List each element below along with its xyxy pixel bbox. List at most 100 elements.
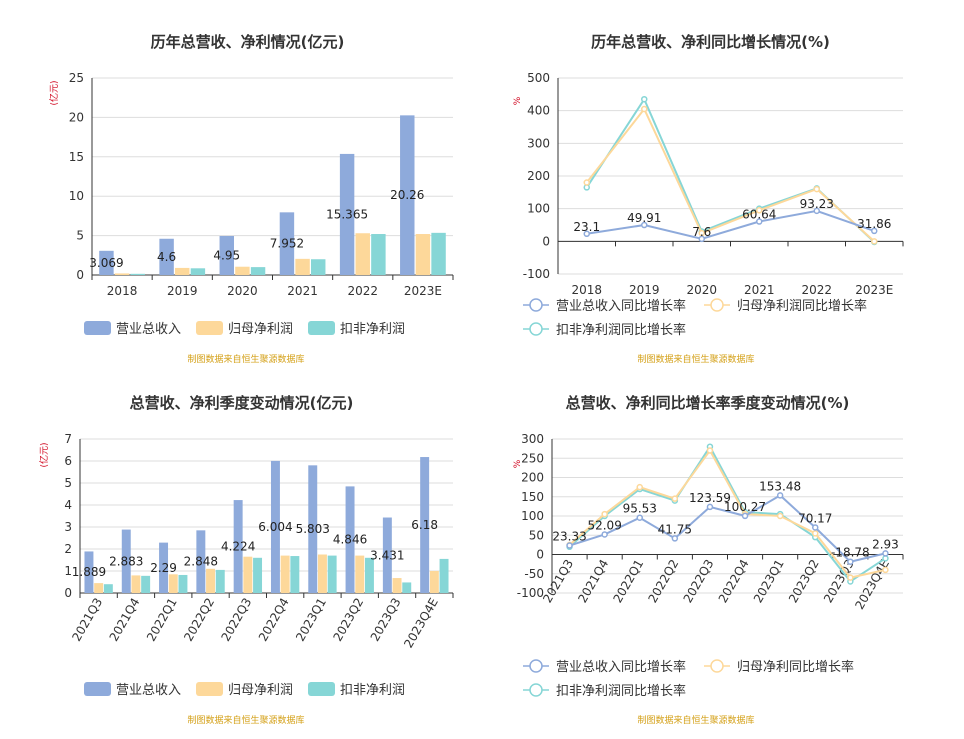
y-tick-label: -100 xyxy=(523,267,550,281)
line-data-label: 60.64 xyxy=(742,208,776,222)
line-revenue xyxy=(586,209,875,240)
x-tick-label: 2021Q4 xyxy=(107,596,143,644)
bar-deducted-profit xyxy=(371,234,386,275)
bar-data-label: 4.6 xyxy=(157,250,176,264)
x-tick-label: 2019 xyxy=(167,284,198,298)
bar-revenue xyxy=(219,235,234,275)
line-revenue xyxy=(569,494,886,563)
y-tick-label: 0 xyxy=(542,234,550,248)
legend-label: 扣非净利润同比增长率 xyxy=(556,683,686,699)
line-point xyxy=(636,483,643,491)
bar-data-label: 6.18 xyxy=(411,518,438,532)
x-tick-label: 2023Q2 xyxy=(330,596,366,644)
x-tick-label: 2023Q2 xyxy=(786,557,822,605)
y-tick-label: 0 xyxy=(64,586,72,600)
y-tick-label: 3 xyxy=(64,520,72,534)
y-tick-label: 150 xyxy=(521,490,544,504)
y-tick-label: 6 xyxy=(64,454,72,468)
y-tick-label: 10 xyxy=(69,189,84,203)
legend-swatch-marker xyxy=(529,298,543,312)
chart-quarterly-revenue-profit-svg: 总营收、净利季度变动情况(亿元) (亿元) 0 1 2 3 4 5 6 7 2021Q3 2021Q4… xyxy=(38,394,454,726)
legend-label: 扣非净利润 xyxy=(340,683,405,698)
bar-data-label: 6.004 xyxy=(258,520,292,534)
y-tick-label: 4 xyxy=(64,498,72,512)
x-tick-label: 2023E xyxy=(404,284,442,298)
bar-parent-profit xyxy=(355,555,365,593)
bar-revenue xyxy=(345,486,355,593)
legend-label: 营业总收入同比增长率 xyxy=(556,659,686,675)
bar-revenue xyxy=(400,115,415,275)
bar-parent-profit xyxy=(94,583,104,593)
bar-parent-profit xyxy=(317,554,327,593)
x-tick-label: 2022Q2 xyxy=(646,557,682,605)
bar-parent-profit xyxy=(243,556,253,593)
line-data-label: 95.53 xyxy=(623,502,657,516)
bar-data-label: 7.952 xyxy=(270,237,304,251)
bar-revenue xyxy=(159,542,169,593)
bar-parent-profit xyxy=(429,571,439,593)
chart-annual-growth: 历年总营收、净利同比增长情况(%)% -100 0 100 200 300 400 500 20… xyxy=(482,0,964,368)
y-tick-label: 5 xyxy=(76,229,84,243)
line-parent-profit xyxy=(585,107,875,243)
y-tick-label: 50 xyxy=(529,528,544,542)
line-point xyxy=(601,510,608,518)
chart-title: 总营收、净利季度变动情况(亿元) xyxy=(130,394,354,412)
data-source-note: 制图数据来自恒生聚源数据库 xyxy=(187,353,304,365)
x-tick-label: 2021Q4 xyxy=(575,557,611,605)
y-tick-label: 20 xyxy=(69,110,84,124)
legend-swatch xyxy=(308,682,335,696)
legend-swatch xyxy=(196,682,223,696)
y-tick-label: 200 xyxy=(521,471,544,485)
x-tick-label: 2023Q1 xyxy=(293,596,329,644)
x-tick-label: 2021Q3 xyxy=(69,596,105,644)
line-data-label: 100.27 xyxy=(724,500,766,514)
bar-data-label: 5.803 xyxy=(296,522,330,536)
line-data-label: 49.91 xyxy=(627,211,661,225)
line-point xyxy=(671,495,679,502)
x-tick-label: 2022 xyxy=(801,283,832,297)
bar-deducted-profit xyxy=(130,273,145,275)
bar-deducted-profit xyxy=(364,557,374,593)
line-point xyxy=(636,514,643,521)
line-point xyxy=(641,95,648,103)
y-tick-label: 300 xyxy=(527,136,550,150)
legend-swatch-marker xyxy=(529,322,543,336)
line-point xyxy=(776,512,784,520)
x-tick-label: 2021 xyxy=(287,284,318,298)
line-point xyxy=(871,238,878,245)
legend-label: 归母净利同比增长率 xyxy=(737,659,854,675)
bar-data-label: 3.069 xyxy=(89,256,123,270)
y-unit-label: % xyxy=(513,96,523,105)
y-tick-label: 1 xyxy=(64,564,72,578)
line-data-label: 41.75 xyxy=(658,522,692,536)
bar-data-label: 20.26 xyxy=(390,188,424,202)
x-tick-label: 2022Q4 xyxy=(256,596,292,644)
legend-swatch-marker xyxy=(529,683,543,697)
line-point xyxy=(741,512,749,520)
bar-data-label: 4.95 xyxy=(213,248,240,262)
bar-data-label: 3.431 xyxy=(370,548,404,562)
line-point xyxy=(812,524,819,531)
chart-annual-revenue-profit: 历年总营收、净利情况(亿元) (亿元) 0 5 10 15 20 25 2018 2019 2020… xyxy=(0,0,482,368)
line-parent-profit xyxy=(568,448,886,579)
legend-swatch xyxy=(84,682,111,696)
line-point xyxy=(882,566,889,574)
bar-deducted-profit xyxy=(250,267,266,275)
bar-data-label: 15.365 xyxy=(326,207,368,221)
line-point xyxy=(641,221,648,229)
y-tick-label: 100 xyxy=(527,202,550,216)
x-tick-label: 2022Q3 xyxy=(219,596,255,644)
y-tick-label: 0 xyxy=(76,268,84,282)
y-tick-label: 5 xyxy=(64,476,72,490)
bar-parent-profit xyxy=(131,575,141,593)
legend-label: 营业总收入 xyxy=(116,683,181,698)
line-point xyxy=(671,535,679,542)
bar-parent-profit xyxy=(175,267,190,275)
line-data-label: 123.59 xyxy=(689,491,731,505)
line-point xyxy=(583,179,590,186)
y-tick-label: 400 xyxy=(527,104,550,118)
data-source-note: 制图数据来自恒生聚源数据库 xyxy=(187,714,304,726)
line-point xyxy=(706,447,714,454)
legend-swatch-marker xyxy=(529,659,543,673)
line-data-label: 153.48 xyxy=(759,479,801,493)
